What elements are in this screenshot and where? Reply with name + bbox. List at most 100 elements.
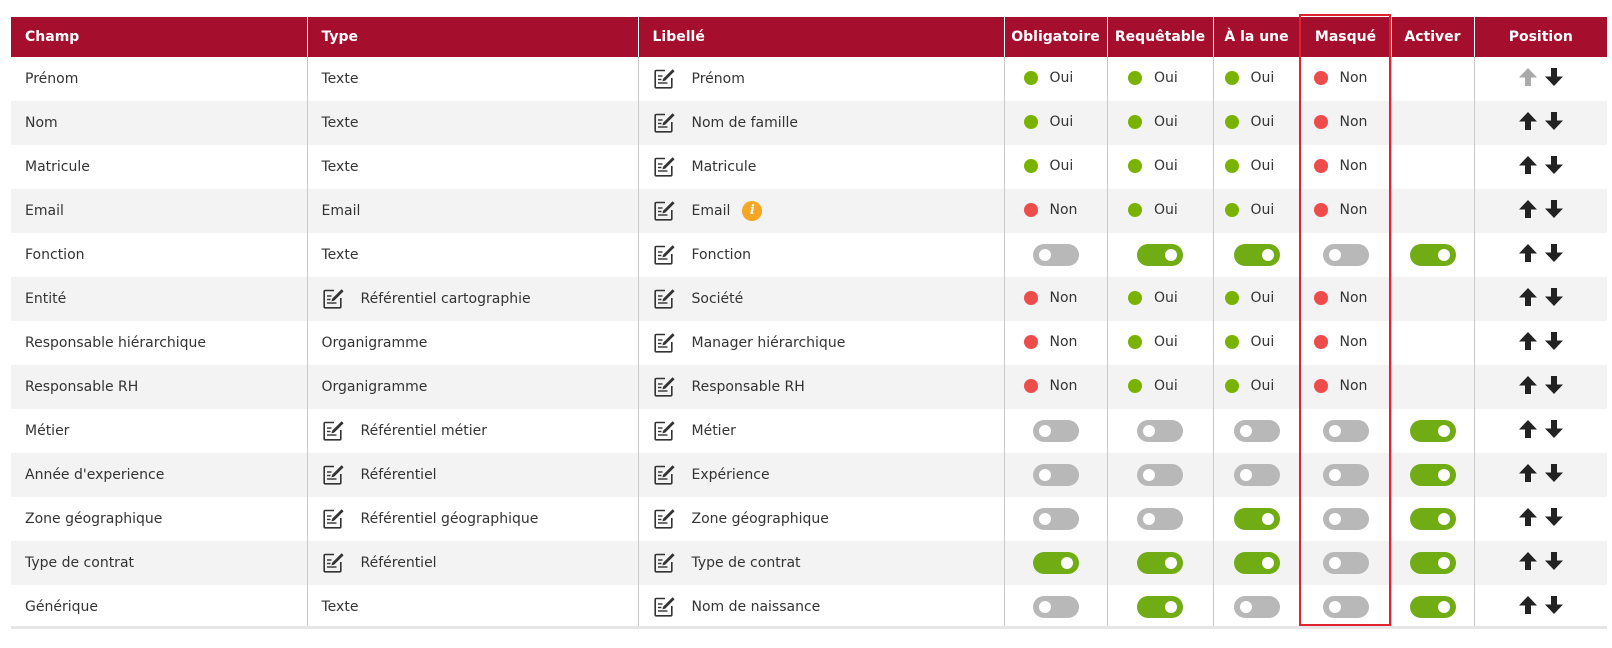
move-up-icon[interactable] xyxy=(1516,593,1540,617)
edit-icon[interactable] xyxy=(322,552,344,574)
masque-toggle[interactable] xyxy=(1322,244,1369,266)
edit-icon[interactable] xyxy=(653,508,675,530)
move-down-icon[interactable] xyxy=(1542,241,1566,265)
move-down-icon[interactable] xyxy=(1542,109,1566,133)
move-up-icon[interactable] xyxy=(1516,373,1540,397)
edit-icon[interactable] xyxy=(653,332,675,354)
move-down-icon[interactable] xyxy=(1542,373,1566,397)
masque-status: Non xyxy=(1313,334,1378,350)
move-up-icon[interactable] xyxy=(1516,329,1540,353)
edit-icon[interactable] xyxy=(322,508,344,530)
move-down-icon[interactable] xyxy=(1542,153,1566,177)
requetable-cell xyxy=(1107,233,1214,277)
obligatoire-toggle[interactable] xyxy=(1032,420,1079,442)
type-cell: Référentiel xyxy=(307,541,639,585)
header-champ: Champ xyxy=(11,17,308,57)
move-down-icon[interactable] xyxy=(1542,197,1566,221)
activer-toggle[interactable] xyxy=(1409,464,1456,486)
requetable-toggle[interactable] xyxy=(1137,244,1183,266)
libelle-cell: Matricule xyxy=(638,145,1005,189)
position-cell xyxy=(1474,321,1607,365)
obligatoire-toggle[interactable] xyxy=(1032,244,1079,266)
move-down-icon[interactable] xyxy=(1542,65,1566,89)
move-up-icon[interactable] xyxy=(1516,109,1540,133)
edit-icon[interactable] xyxy=(653,244,675,266)
masque-toggle[interactable] xyxy=(1322,420,1369,442)
move-down-icon[interactable] xyxy=(1542,593,1566,617)
edit-icon[interactable] xyxy=(653,464,675,486)
move-down-icon[interactable] xyxy=(1542,505,1566,529)
type-text: Texte xyxy=(321,599,359,615)
requetable-toggle[interactable] xyxy=(1137,464,1183,486)
position-arrows xyxy=(1516,65,1566,89)
requetable-cell xyxy=(1107,409,1214,453)
table-row: Nom Texte Nom de famille Oui Oui Oui Non xyxy=(11,101,1607,145)
position-arrows xyxy=(1516,373,1566,397)
status-label: Oui xyxy=(1154,377,1178,394)
move-down-icon[interactable] xyxy=(1542,461,1566,485)
table-row: Fonction Texte Fonction xyxy=(11,233,1607,277)
masque-toggle[interactable] xyxy=(1322,552,1369,574)
edit-icon[interactable] xyxy=(653,288,675,310)
a-la-une-toggle[interactable] xyxy=(1233,420,1280,442)
fields-table: Champ Type Libellé Obligatoire Requêtabl… xyxy=(11,17,1607,629)
edit-icon[interactable] xyxy=(653,156,675,178)
a-la-une-toggle[interactable] xyxy=(1233,508,1280,530)
edit-icon[interactable] xyxy=(653,376,675,398)
move-down-icon[interactable] xyxy=(1542,329,1566,353)
requetable-toggle[interactable] xyxy=(1137,596,1183,618)
a-la-une-toggle[interactable] xyxy=(1233,244,1280,266)
move-up-icon[interactable] xyxy=(1516,417,1540,441)
masque-toggle[interactable] xyxy=(1322,464,1369,486)
a-la-une-toggle[interactable] xyxy=(1233,552,1280,574)
requetable-cell xyxy=(1107,497,1214,541)
type-text: Organigramme xyxy=(321,379,428,395)
move-down-icon[interactable] xyxy=(1542,285,1566,309)
requetable-status: Oui xyxy=(1128,114,1192,130)
type-text: Texte xyxy=(321,159,359,175)
obligatoire-toggle[interactable] xyxy=(1032,508,1079,530)
move-up-icon[interactable] xyxy=(1516,241,1540,265)
activer-toggle[interactable] xyxy=(1409,552,1456,574)
a-la-une-toggle[interactable] xyxy=(1233,596,1280,618)
libelle-wrap: Nom de famille xyxy=(653,112,1004,134)
type-cell: Référentiel cartographie xyxy=(307,277,639,321)
edit-icon[interactable] xyxy=(322,288,344,310)
edit-icon[interactable] xyxy=(653,420,675,442)
edit-icon[interactable] xyxy=(653,112,675,134)
obligatoire-cell: Non xyxy=(1004,277,1108,321)
requetable-toggle[interactable] xyxy=(1137,508,1183,530)
requetable-toggle[interactable] xyxy=(1137,552,1183,574)
edit-icon[interactable] xyxy=(653,552,675,574)
move-up-icon[interactable] xyxy=(1516,153,1540,177)
move-up-icon[interactable] xyxy=(1516,505,1540,529)
edit-icon[interactable] xyxy=(653,68,675,90)
edit-icon[interactable] xyxy=(653,596,675,618)
activer-toggle[interactable] xyxy=(1409,244,1456,266)
masque-cell: Non xyxy=(1300,321,1392,365)
obligatoire-toggle[interactable] xyxy=(1032,552,1079,574)
edit-icon[interactable] xyxy=(653,200,675,222)
masque-status: Non xyxy=(1313,70,1378,86)
masque-toggle[interactable] xyxy=(1322,508,1369,530)
a-la-une-toggle[interactable] xyxy=(1233,464,1280,486)
edit-icon[interactable] xyxy=(322,420,344,442)
activer-toggle[interactable] xyxy=(1409,420,1456,442)
activer-toggle[interactable] xyxy=(1409,508,1456,530)
obligatoire-toggle[interactable] xyxy=(1032,596,1079,618)
move-up-icon[interactable] xyxy=(1516,285,1540,309)
info-icon[interactable]: i xyxy=(742,201,763,221)
activer-toggle[interactable] xyxy=(1409,596,1456,618)
move-up-icon[interactable] xyxy=(1516,461,1540,485)
type-cell: Référentiel xyxy=(307,453,639,497)
type-wrap: Texte xyxy=(322,159,638,175)
move-down-icon[interactable] xyxy=(1542,417,1566,441)
edit-icon[interactable] xyxy=(322,464,344,486)
a-la-une-status: Oui xyxy=(1224,70,1289,86)
move-down-icon[interactable] xyxy=(1542,549,1566,573)
move-up-icon[interactable] xyxy=(1516,197,1540,221)
move-up-icon[interactable] xyxy=(1516,549,1540,573)
masque-toggle[interactable] xyxy=(1322,596,1369,618)
requetable-toggle[interactable] xyxy=(1137,420,1183,442)
obligatoire-toggle[interactable] xyxy=(1032,464,1079,486)
